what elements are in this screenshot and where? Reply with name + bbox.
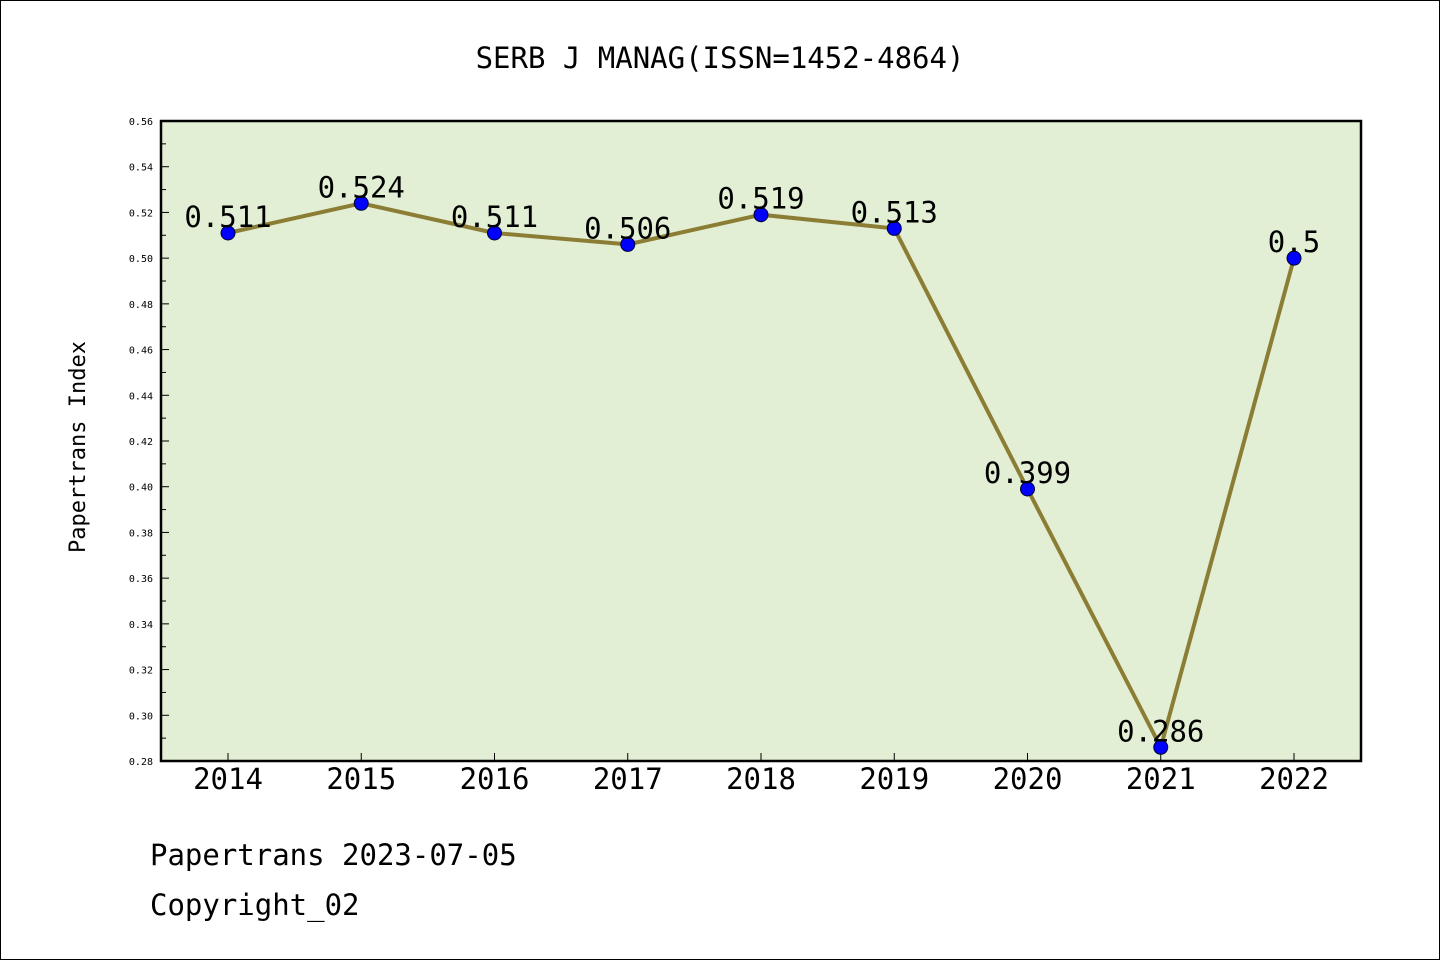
y-tick-label: 0.32 — [129, 666, 153, 677]
data-point — [1153, 739, 1169, 755]
footer-date: Papertrans 2023-07-05 — [150, 838, 517, 872]
y-tick-label: 0.50 — [129, 254, 153, 265]
x-tick-label: 2015 — [326, 762, 396, 796]
y-tick-label: 0.54 — [129, 163, 153, 174]
series-layer — [220, 195, 1302, 755]
x-tick-label: 2018 — [726, 762, 796, 796]
data-point — [753, 207, 769, 223]
x-tick-label: 2020 — [993, 762, 1063, 796]
x-tick-label: 2019 — [859, 762, 929, 796]
y-tick-label: 0.52 — [129, 208, 153, 219]
footer-copyright: Copyright_02 — [150, 888, 360, 923]
x-tick-label: 2017 — [593, 762, 663, 796]
y-tick-label: 0.30 — [129, 711, 153, 722]
y-tick-label: 0.44 — [129, 391, 153, 402]
y-tick-label: 0.56 — [129, 117, 153, 128]
y-axis-label: Papertrans Index — [66, 341, 91, 553]
data-label: 0.511 — [184, 200, 271, 234]
data-label: 0.513 — [851, 195, 938, 229]
x-axis-ticks: 2014 2015 2016 2017 2018 2019 2020 2021 2022 — [193, 753, 1329, 796]
y-tick-label: 0.36 — [129, 574, 153, 585]
data-point — [487, 225, 502, 241]
y-tick-label: 0.48 — [129, 300, 153, 311]
chart-title: SERB J MANAG(ISSN=1452-4864) — [476, 41, 965, 75]
data-label: 0.5 — [1268, 225, 1320, 259]
data-point — [1286, 250, 1302, 266]
x-tick-label: 2021 — [1126, 762, 1196, 796]
y-tick-label: 0.28 — [129, 757, 153, 768]
data-point — [1020, 481, 1035, 497]
data-label: 0.399 — [984, 456, 1071, 490]
y-tick-label: 0.34 — [129, 620, 153, 631]
data-point — [220, 225, 236, 241]
data-label: 0.519 — [717, 182, 804, 216]
plot-area — [159, 119, 1363, 763]
x-tick-label: 2016 — [460, 762, 530, 796]
y-tick-label: 0.42 — [129, 437, 153, 448]
data-label: 0.286 — [1117, 714, 1204, 748]
y-tick-label: 0.40 — [129, 483, 153, 494]
data-label: 0.524 — [318, 170, 405, 204]
data-label: 0.506 — [584, 211, 671, 245]
y-axis-ticks: 0.28 0.30 0.32 0.34 0.36 0.38 0.40 0.42 0.44 0.46… — [129, 117, 169, 768]
y-tick-label: 0.46 — [129, 346, 153, 357]
data-point — [620, 236, 636, 252]
x-tick-label: 2014 — [193, 762, 263, 796]
data-label: 0.511 — [451, 200, 538, 234]
data-point — [886, 220, 902, 236]
data-point — [353, 195, 369, 211]
y-tick-label: 0.38 — [129, 528, 153, 539]
x-tick-label: 2022 — [1259, 762, 1329, 796]
data-labels: 0.511 0.524 0.511 0.506 0.519 0.513 0.399 0.286… — [184, 170, 1320, 748]
